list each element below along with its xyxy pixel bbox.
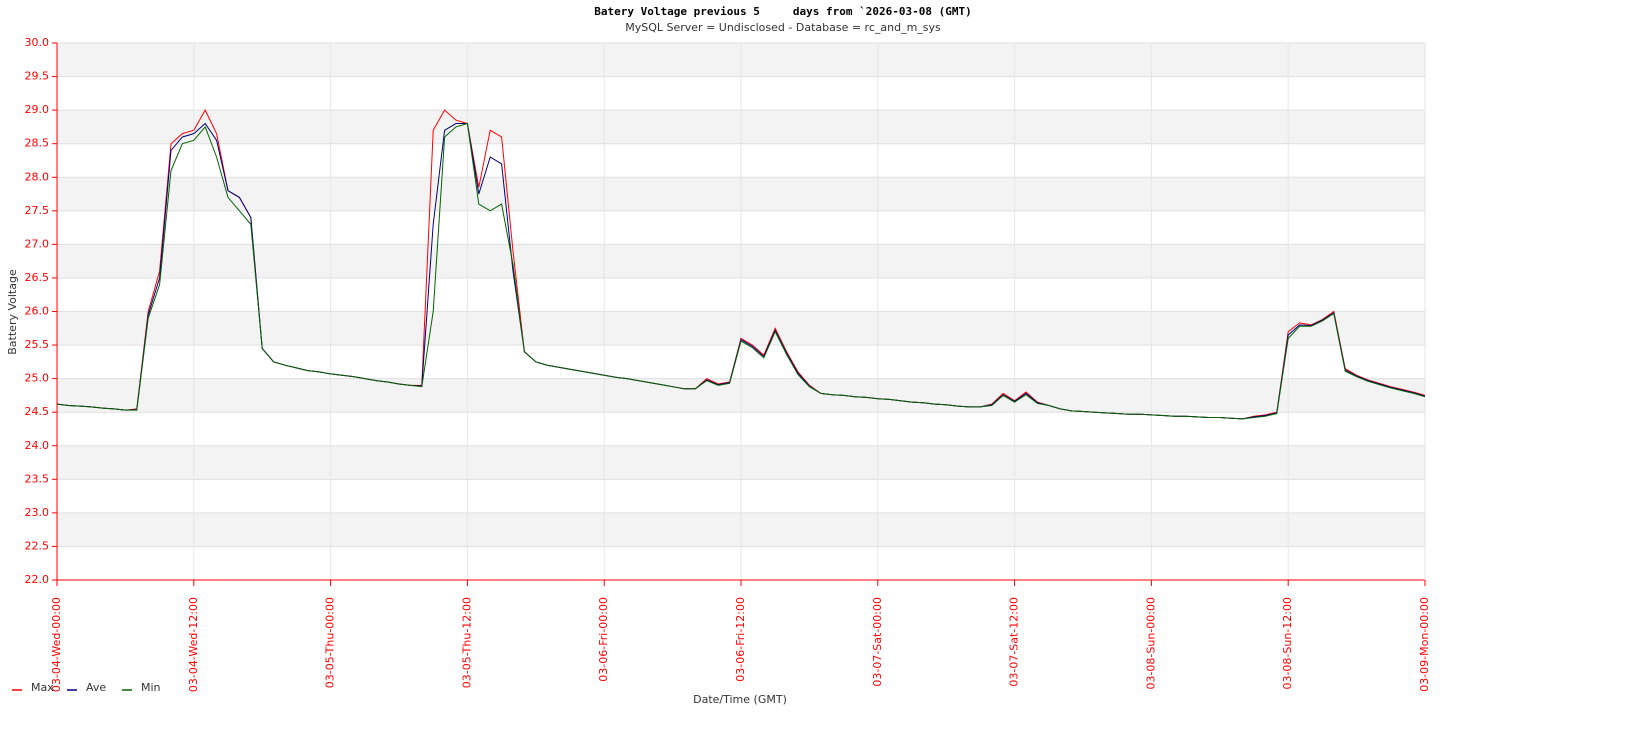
chart-subtitle: MySQL Server = Undisclosed - Database = … xyxy=(625,21,941,34)
y-tick-label: 30.0 xyxy=(25,36,50,49)
x-tick-label: 03-05-Thu-12:00 xyxy=(460,597,473,688)
x-axis-label: Date/Time (GMT) xyxy=(693,693,787,706)
y-tick-label: 25.5 xyxy=(25,338,50,351)
y-tick-label: 28.5 xyxy=(25,137,50,150)
y-tick-label: 23.0 xyxy=(25,506,50,519)
y-tick-label: 22.5 xyxy=(25,539,50,552)
x-tick-label: 03-07-Sat-12:00 xyxy=(1008,597,1021,687)
y-tick-label: 25.0 xyxy=(25,372,50,385)
x-tick-label: 03-08-Sun-12:00 xyxy=(1281,597,1294,690)
y-tick-label: 24.0 xyxy=(25,439,50,452)
chart-title: Batery Voltage previous 5 days from `202… xyxy=(594,5,972,18)
data-line xyxy=(56,122,1426,420)
x-tick-label: 03-05-Thu-00:00 xyxy=(324,597,337,688)
y-tick-label: 29.5 xyxy=(25,70,50,83)
y-tick-label: 22.0 xyxy=(25,573,50,586)
x-tick-label: 03-09-Mon-00:00 xyxy=(1418,597,1431,692)
y-tick-label: 24.5 xyxy=(25,405,50,418)
y-axis-label: Battery Voltage xyxy=(6,269,19,355)
y-tick-label: 29.0 xyxy=(25,103,50,116)
x-tick-label: 03-08-Sun-00:00 xyxy=(1144,597,1157,690)
legend-label: Ave xyxy=(86,681,106,694)
legend-label: Max xyxy=(31,681,54,694)
y-tick-label: 26.0 xyxy=(25,305,50,318)
x-tick-label: 03-07-Sat-00:00 xyxy=(871,597,884,687)
y-tick-label: 26.5 xyxy=(25,271,50,284)
y-tick-label: 23.5 xyxy=(25,472,50,485)
x-tick-label: 03-04-Wed-00:00 xyxy=(50,597,63,692)
legend: Max Ave Min xyxy=(12,681,161,694)
x-tick-label: 03-06-Fri-12:00 xyxy=(734,597,747,682)
x-tick-label: 03-06-Fri-00:00 xyxy=(597,597,610,682)
y-tick-label: 28.0 xyxy=(25,170,50,183)
legend-label: Min xyxy=(141,681,161,694)
y-tick-label: 27.5 xyxy=(25,204,50,217)
x-tick-label: 03-04-Wed-12:00 xyxy=(187,597,200,692)
y-tick-label: 27.0 xyxy=(25,237,50,250)
